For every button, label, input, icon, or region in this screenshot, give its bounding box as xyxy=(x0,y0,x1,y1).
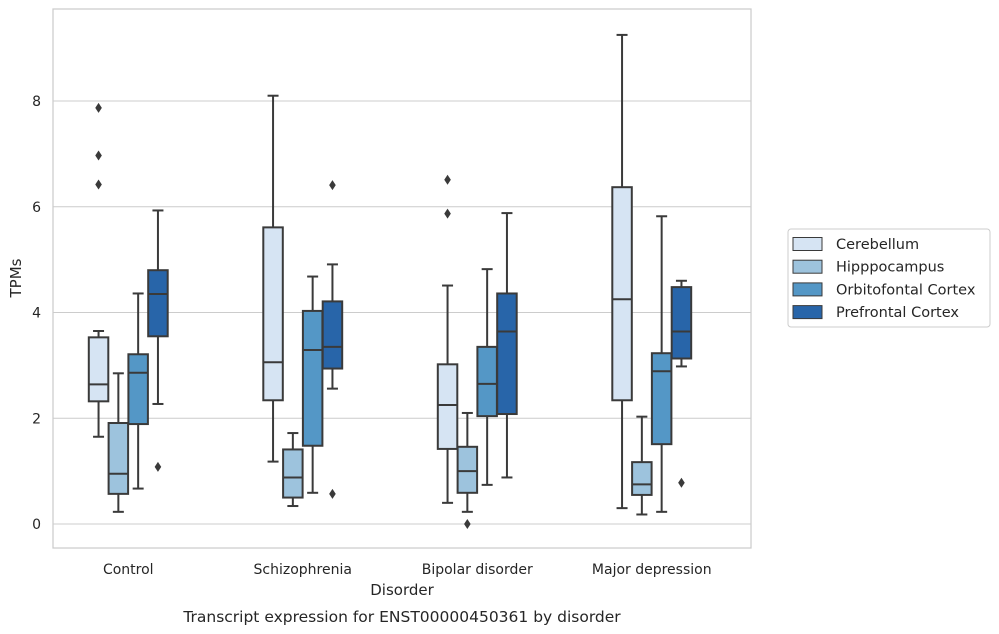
y-tick-label: 6 xyxy=(32,200,41,216)
outlier-point xyxy=(329,180,336,191)
legend-swatch xyxy=(792,305,823,320)
box-cerebellum xyxy=(436,174,459,504)
box-iqr xyxy=(650,352,673,446)
box-hipppocampus xyxy=(282,432,304,508)
box-iqr xyxy=(282,448,304,499)
gridlines xyxy=(53,100,751,525)
x-tick-label: Major depression xyxy=(592,562,712,578)
box-orbitofontal-cortex xyxy=(650,215,673,513)
legend: Cerebellum Hipppocampus Orbitofontal Corte… xyxy=(787,228,991,328)
y-tick-label: 4 xyxy=(32,306,41,322)
box-iqr xyxy=(670,286,693,360)
legend-label: Hipppocampus xyxy=(836,260,944,276)
outlier-point xyxy=(95,179,102,190)
box-iqr xyxy=(496,292,518,416)
y-tick-label: 8 xyxy=(32,94,41,110)
box-hipppocampus xyxy=(107,372,130,513)
box-cerebellum xyxy=(262,94,284,463)
legend-frame xyxy=(787,228,991,328)
box-cerebellum xyxy=(87,102,110,438)
box-iqr xyxy=(127,353,149,426)
legend-swatch xyxy=(792,237,823,251)
chart-caption: Transcript expression for ENST0000045036… xyxy=(182,608,621,626)
box-iqr xyxy=(301,309,324,447)
outlier-point xyxy=(154,461,162,472)
outlier-point xyxy=(329,488,336,499)
box-orbitofontal-cortex xyxy=(476,268,498,486)
box-prefrontal-cortex xyxy=(321,180,344,499)
outlier-point xyxy=(95,102,102,113)
box-iqr xyxy=(456,445,479,494)
box-iqr xyxy=(436,363,459,450)
legend-swatch xyxy=(792,282,823,297)
box-iqr xyxy=(611,186,633,402)
legend-label: Prefrontal Cortex xyxy=(836,305,959,321)
box-hipppocampus xyxy=(456,411,479,529)
outlier-point xyxy=(95,150,102,161)
box-plots xyxy=(87,33,693,529)
box-iqr xyxy=(262,226,284,402)
outlier-point xyxy=(444,174,451,185)
x-tick-label: Bipolar disorder xyxy=(422,562,533,578)
box-iqr xyxy=(147,269,169,338)
plot-frame xyxy=(52,8,752,549)
outlier-point xyxy=(464,519,471,529)
y-tick-label: 0 xyxy=(32,517,41,533)
box-iqr xyxy=(107,422,130,495)
outlier-point xyxy=(444,208,451,219)
legend-label: Cerebellum xyxy=(836,237,919,253)
x-tick-labels: Control Schizophrenia Bipolar disorder Majo… xyxy=(103,562,712,578)
box-orbitofontal-cortex xyxy=(127,292,149,490)
legend-label: Orbitofontal Cortex xyxy=(836,282,976,298)
x-tick-label: Control xyxy=(103,562,154,578)
box-orbitofontal-cortex xyxy=(301,275,324,494)
box-iqr xyxy=(321,300,344,370)
box-cerebellum xyxy=(611,33,633,510)
x-axis-label: Disorder xyxy=(370,581,434,599)
box-iqr xyxy=(87,336,110,403)
box-iqr xyxy=(631,461,653,496)
y-tick-labels: 0 2 4 6 8 xyxy=(32,94,41,533)
outlier-point xyxy=(678,477,685,488)
y-axis-label: TPMs xyxy=(7,258,25,298)
box-prefrontal-cortex xyxy=(670,279,693,488)
box-hipppocampus xyxy=(631,415,653,516)
y-tick-label: 2 xyxy=(32,411,41,427)
x-tick-label: Schizophrenia xyxy=(254,562,352,578)
box-iqr xyxy=(476,345,498,418)
box-prefrontal-cortex xyxy=(496,212,518,479)
legend-swatch xyxy=(792,259,823,274)
box-prefrontal-cortex xyxy=(147,209,169,472)
